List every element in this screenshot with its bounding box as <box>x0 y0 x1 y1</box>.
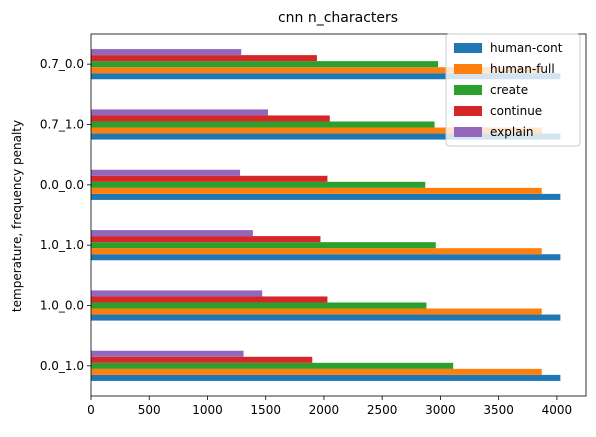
bar <box>91 248 542 255</box>
x-tick-label: 2000 <box>309 403 340 417</box>
bars-layer <box>91 49 561 381</box>
legend-swatch <box>454 43 482 53</box>
bar <box>91 121 435 128</box>
bar <box>91 350 244 357</box>
legend-swatch <box>454 64 482 74</box>
x-tick-label: 2500 <box>367 403 398 417</box>
plot-frame <box>90 33 587 397</box>
bar <box>91 314 561 321</box>
legend-swatch <box>454 106 482 116</box>
legend-label: continue <box>490 104 542 118</box>
bar <box>91 61 439 68</box>
bar <box>91 374 561 381</box>
x-tick-label: 4000 <box>542 403 573 417</box>
legend-label: human-cont <box>490 41 563 55</box>
y-tick-label: 0.0_1.0 <box>40 359 84 373</box>
bar <box>91 193 561 200</box>
y-axis-label: temperature, frequency penalty <box>10 120 24 312</box>
bar <box>91 73 561 80</box>
bar <box>91 175 328 182</box>
legend-frame <box>445 33 581 147</box>
legend-swatch <box>454 127 482 137</box>
x-tick-label: 500 <box>138 403 161 417</box>
bar <box>91 302 427 309</box>
x-tick-label: 0 <box>87 403 95 417</box>
bar <box>91 127 542 134</box>
bar <box>91 356 313 363</box>
bar <box>91 242 436 249</box>
bar <box>91 109 269 116</box>
chart-title: cnn n_characters <box>278 10 398 26</box>
bar <box>91 254 561 261</box>
bar <box>91 362 454 369</box>
axes-layer: 0 500 1000 1500 2000 2500 3000 3500 4000 0.0_1.0 1… <box>40 33 587 417</box>
y-tick-label: 1.0_0.0 <box>40 299 84 313</box>
legend-label: human-full <box>490 62 555 76</box>
legend-label: create <box>490 83 528 97</box>
bar <box>91 290 263 297</box>
legend-swatch <box>454 85 482 95</box>
x-tick-label: 3500 <box>483 403 514 417</box>
bar <box>91 296 328 303</box>
bar <box>91 55 317 62</box>
bar <box>91 133 561 140</box>
x-tick-label: 1000 <box>192 403 223 417</box>
y-tick-label: 0.0_0.0 <box>40 178 84 192</box>
y-tick-label: 0.7_0.0 <box>40 57 84 71</box>
x-tick-label: 3000 <box>425 403 456 417</box>
bar <box>91 67 542 74</box>
y-tick-label: 1.0_1.0 <box>40 238 84 252</box>
bar <box>91 115 330 122</box>
y-tick-label: 0.7_1.0 <box>40 118 84 132</box>
bar <box>91 236 321 243</box>
x-tick-label: 1500 <box>250 403 281 417</box>
bar <box>91 368 542 375</box>
bar <box>91 169 241 176</box>
legend: human-cont human-full create continue explai… <box>445 33 581 147</box>
bar <box>91 308 542 315</box>
legend-label: explain <box>490 125 534 139</box>
bar <box>91 49 242 56</box>
bar <box>91 187 542 194</box>
bar <box>91 181 426 188</box>
bar <box>91 230 253 237</box>
